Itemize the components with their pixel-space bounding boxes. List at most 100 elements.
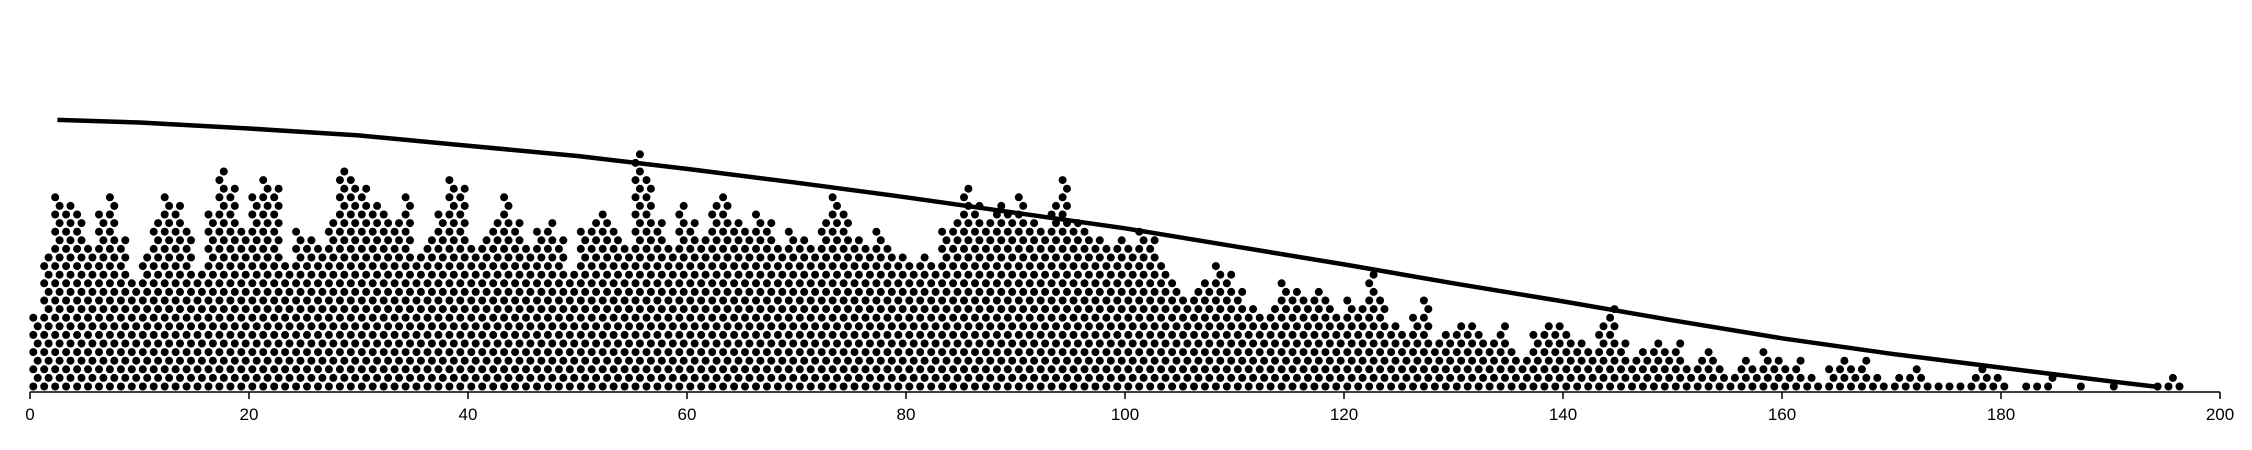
data-dot bbox=[33, 339, 42, 348]
data-dot bbox=[149, 262, 158, 271]
data-dot bbox=[1693, 382, 1702, 391]
data-dot bbox=[664, 365, 673, 374]
data-dot bbox=[690, 339, 699, 348]
data-dot bbox=[351, 322, 360, 331]
data-dot bbox=[368, 244, 377, 253]
data-dot bbox=[154, 219, 163, 228]
data-dot bbox=[368, 210, 377, 219]
data-dot bbox=[259, 330, 268, 339]
data-dot bbox=[116, 279, 125, 288]
data-dot bbox=[1124, 296, 1133, 305]
data-dot bbox=[1069, 244, 1078, 253]
data-dot bbox=[1533, 356, 1542, 365]
data-dot bbox=[493, 373, 502, 382]
data-dot bbox=[752, 227, 760, 236]
data-dot bbox=[1343, 330, 1352, 339]
data-dot bbox=[154, 305, 163, 314]
data-dot bbox=[1698, 356, 1707, 365]
data-dot bbox=[1446, 339, 1455, 348]
data-dot bbox=[263, 201, 272, 210]
data-dot bbox=[1529, 330, 1538, 339]
data-dot bbox=[248, 227, 257, 236]
data-dot bbox=[1128, 253, 1137, 262]
data-dot bbox=[865, 287, 874, 296]
data-dot bbox=[905, 313, 914, 322]
data-dot bbox=[1759, 348, 1768, 357]
data-dot bbox=[401, 227, 410, 236]
data-dot bbox=[887, 305, 896, 314]
data-dot bbox=[576, 279, 585, 288]
data-dot bbox=[182, 330, 191, 339]
data-dot bbox=[822, 305, 831, 314]
data-dot bbox=[73, 348, 82, 357]
data-dot bbox=[865, 305, 874, 314]
data-dot bbox=[314, 296, 322, 305]
data-dot bbox=[992, 244, 1001, 253]
data-dot bbox=[1014, 296, 1023, 305]
data-dot bbox=[822, 270, 831, 279]
data-dot bbox=[1496, 348, 1505, 357]
data-dot bbox=[1862, 356, 1871, 365]
data-dot bbox=[1106, 356, 1115, 365]
data-dot bbox=[55, 322, 64, 331]
data-dot bbox=[938, 279, 947, 288]
data-dot bbox=[368, 262, 377, 271]
data-dot bbox=[1190, 365, 1198, 374]
data-dot bbox=[1577, 339, 1586, 348]
data-dot bbox=[110, 356, 119, 365]
data-dot bbox=[1019, 201, 1028, 210]
data-dot bbox=[559, 236, 568, 245]
data-dot bbox=[1468, 373, 1477, 382]
data-dot bbox=[565, 330, 574, 339]
data-dot bbox=[1446, 356, 1455, 365]
data-dot bbox=[105, 227, 114, 236]
data-dot bbox=[471, 373, 480, 382]
data-dot bbox=[1803, 382, 1812, 391]
data-dot bbox=[110, 270, 119, 279]
data-dot bbox=[270, 193, 279, 202]
data-dot bbox=[789, 236, 798, 245]
data-dot bbox=[741, 244, 749, 253]
data-dot bbox=[1030, 270, 1039, 279]
data-dot bbox=[872, 382, 881, 391]
data-dot bbox=[182, 227, 191, 236]
data-dot bbox=[187, 339, 195, 348]
x-tick-label: 100 bbox=[1111, 405, 1139, 424]
data-dot bbox=[960, 296, 968, 305]
data-dot bbox=[1387, 365, 1396, 374]
data-dot bbox=[215, 244, 224, 253]
data-dot bbox=[346, 176, 355, 185]
data-dot bbox=[1555, 373, 1564, 382]
data-dot bbox=[226, 313, 235, 322]
data-dot bbox=[1452, 330, 1461, 339]
data-dot bbox=[132, 339, 141, 348]
data-dot bbox=[533, 279, 541, 288]
data-dot bbox=[482, 270, 491, 279]
data-dot bbox=[1216, 356, 1225, 365]
data-dot bbox=[1146, 365, 1155, 374]
data-dot bbox=[603, 356, 612, 365]
data-dot bbox=[1063, 305, 1071, 314]
data-dot bbox=[105, 365, 114, 374]
data-dot bbox=[489, 244, 498, 253]
data-dot bbox=[1036, 244, 1045, 253]
data-dot bbox=[1128, 373, 1137, 382]
data-dot bbox=[1518, 365, 1527, 374]
data-dot bbox=[526, 305, 535, 314]
data-dot bbox=[752, 348, 760, 357]
data-dot bbox=[406, 253, 414, 262]
data-dot bbox=[690, 253, 699, 262]
data-dot bbox=[1030, 339, 1039, 348]
data-dot bbox=[1161, 356, 1170, 365]
data-dot bbox=[351, 356, 360, 365]
data-dot bbox=[603, 236, 612, 245]
data-dot bbox=[741, 382, 749, 391]
data-dot bbox=[110, 201, 119, 210]
data-dot bbox=[526, 373, 535, 382]
data-dot bbox=[664, 348, 673, 357]
data-dot bbox=[197, 305, 206, 314]
data-dot bbox=[773, 348, 782, 357]
data-dot bbox=[1398, 348, 1406, 357]
data-dot bbox=[281, 348, 290, 357]
data-dot bbox=[1595, 348, 1604, 357]
